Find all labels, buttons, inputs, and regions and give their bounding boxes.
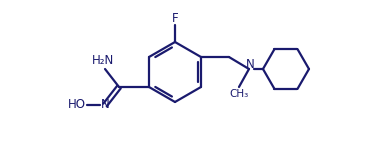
Text: H₂N: H₂N — [92, 54, 114, 68]
Text: HO: HO — [68, 99, 86, 111]
Text: F: F — [172, 12, 178, 26]
Text: N: N — [101, 99, 109, 111]
Text: N: N — [246, 58, 255, 72]
Text: CH₃: CH₃ — [229, 89, 249, 99]
